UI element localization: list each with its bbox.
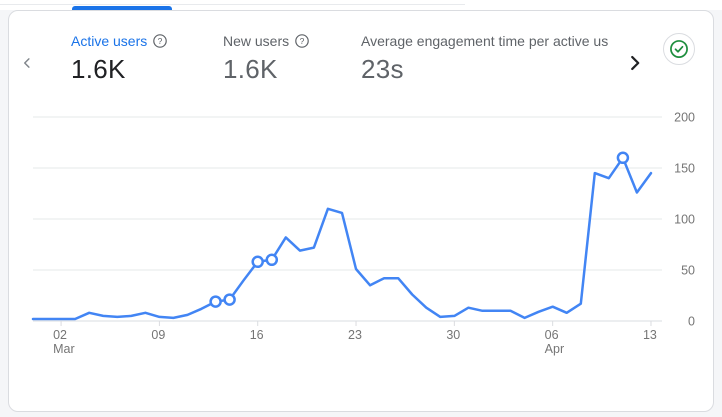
help-icon[interactable]: ? (153, 33, 168, 48)
metric-label: Average engagement time per active us (361, 32, 609, 49)
chevron-left-icon (24, 58, 30, 68)
metric-label-row: Active users ? (71, 32, 168, 49)
metric-label-row: New users ? (223, 32, 309, 49)
svg-text:?: ? (300, 36, 305, 46)
metric-label-row: Average engagement time per active us (361, 32, 625, 49)
metric-value: 23s (361, 54, 404, 83)
metric-tab-avg-engagement-time[interactable]: Average engagement time per active us 23… (361, 32, 625, 84)
y-axis-label: 50 (681, 264, 695, 278)
carousel-prev-button[interactable] (14, 50, 40, 76)
chevron-right-icon (631, 55, 640, 71)
help-icon[interactable]: ? (295, 33, 309, 48)
metric-value: 1.6K (223, 54, 278, 84)
data-collection-status-button[interactable] (663, 33, 695, 65)
tab-strip (0, 0, 722, 16)
chart-point-marker (223, 293, 236, 306)
metric-label: New users (223, 32, 290, 49)
y-axis-label: 0 (688, 315, 695, 329)
x-axis-label: 02 (53, 328, 67, 342)
check-circle-icon (670, 40, 688, 58)
x-axis-label: 23 (348, 328, 362, 342)
x-axis-sublabel: Mar (53, 342, 75, 356)
svg-text:?: ? (158, 36, 163, 46)
metrics-card: 0 50 100 150 200 02 Mar 09 16 23 30 06 Apr 13 Active … (8, 10, 714, 412)
metric-tab-new-users[interactable]: New users ? 1.6K (223, 32, 309, 83)
chart-point-marker (265, 253, 279, 267)
metric-value: 1.6K (71, 54, 126, 84)
x-axis-label: 06 (545, 328, 559, 342)
carousel-next-button[interactable] (621, 49, 649, 77)
chart-line (31, 156, 653, 321)
metric-tab-active-users[interactable]: Active users ? 1.6K (71, 32, 168, 84)
metric-label: Active users (71, 32, 148, 49)
x-axis-label: 09 (151, 328, 165, 342)
chart-point-marker (616, 151, 630, 165)
x-axis-label: 16 (250, 328, 264, 342)
tab-strip-border (0, 4, 465, 5)
chart-point-marker (251, 255, 264, 269)
x-axis-sublabel: Apr (545, 342, 564, 356)
y-axis-label: 100 (674, 213, 695, 227)
y-axis-label: 150 (674, 162, 695, 176)
chart-point-marker (209, 295, 222, 308)
y-axis-label: 200 (674, 111, 695, 125)
x-axis-label: 30 (446, 328, 460, 342)
x-axis-label: 13 (643, 328, 657, 342)
